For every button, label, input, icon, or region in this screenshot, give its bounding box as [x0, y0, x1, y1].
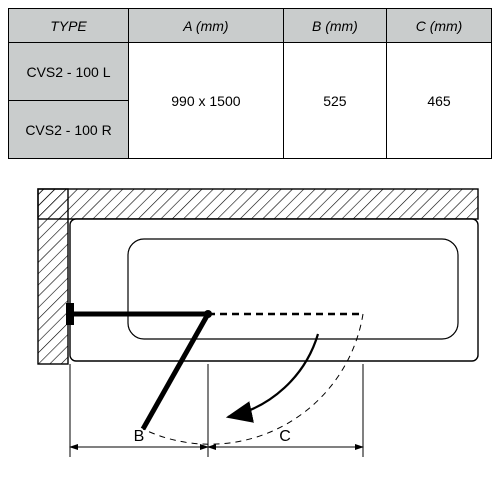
col-c: C (mm) [387, 9, 492, 43]
tub-outer [70, 219, 478, 361]
col-type: TYPE [9, 9, 129, 43]
technical-diagram: B C [8, 179, 492, 469]
cell-a: 990 x 1500 [129, 43, 284, 159]
wall-left [38, 189, 68, 364]
spec-table: TYPE A (mm) B (mm) C (mm) CVS2 - 100 L 9… [8, 8, 492, 159]
cell-type-l: CVS2 - 100 L [9, 43, 129, 101]
col-a: A (mm) [129, 9, 284, 43]
cell-type-r: CVS2 - 100 R [9, 101, 129, 159]
cell-c: 465 [387, 43, 492, 159]
cell-b: 525 [283, 43, 386, 159]
col-b: B (mm) [283, 9, 386, 43]
table-header-row: TYPE A (mm) B (mm) C (mm) [9, 9, 492, 43]
wall-top [38, 189, 478, 219]
dim-c-label: C [279, 428, 291, 445]
wall-bracket [66, 303, 74, 325]
dim-b-label: B [134, 428, 145, 445]
table-row: CVS2 - 100 L 990 x 1500 525 465 [9, 43, 492, 101]
